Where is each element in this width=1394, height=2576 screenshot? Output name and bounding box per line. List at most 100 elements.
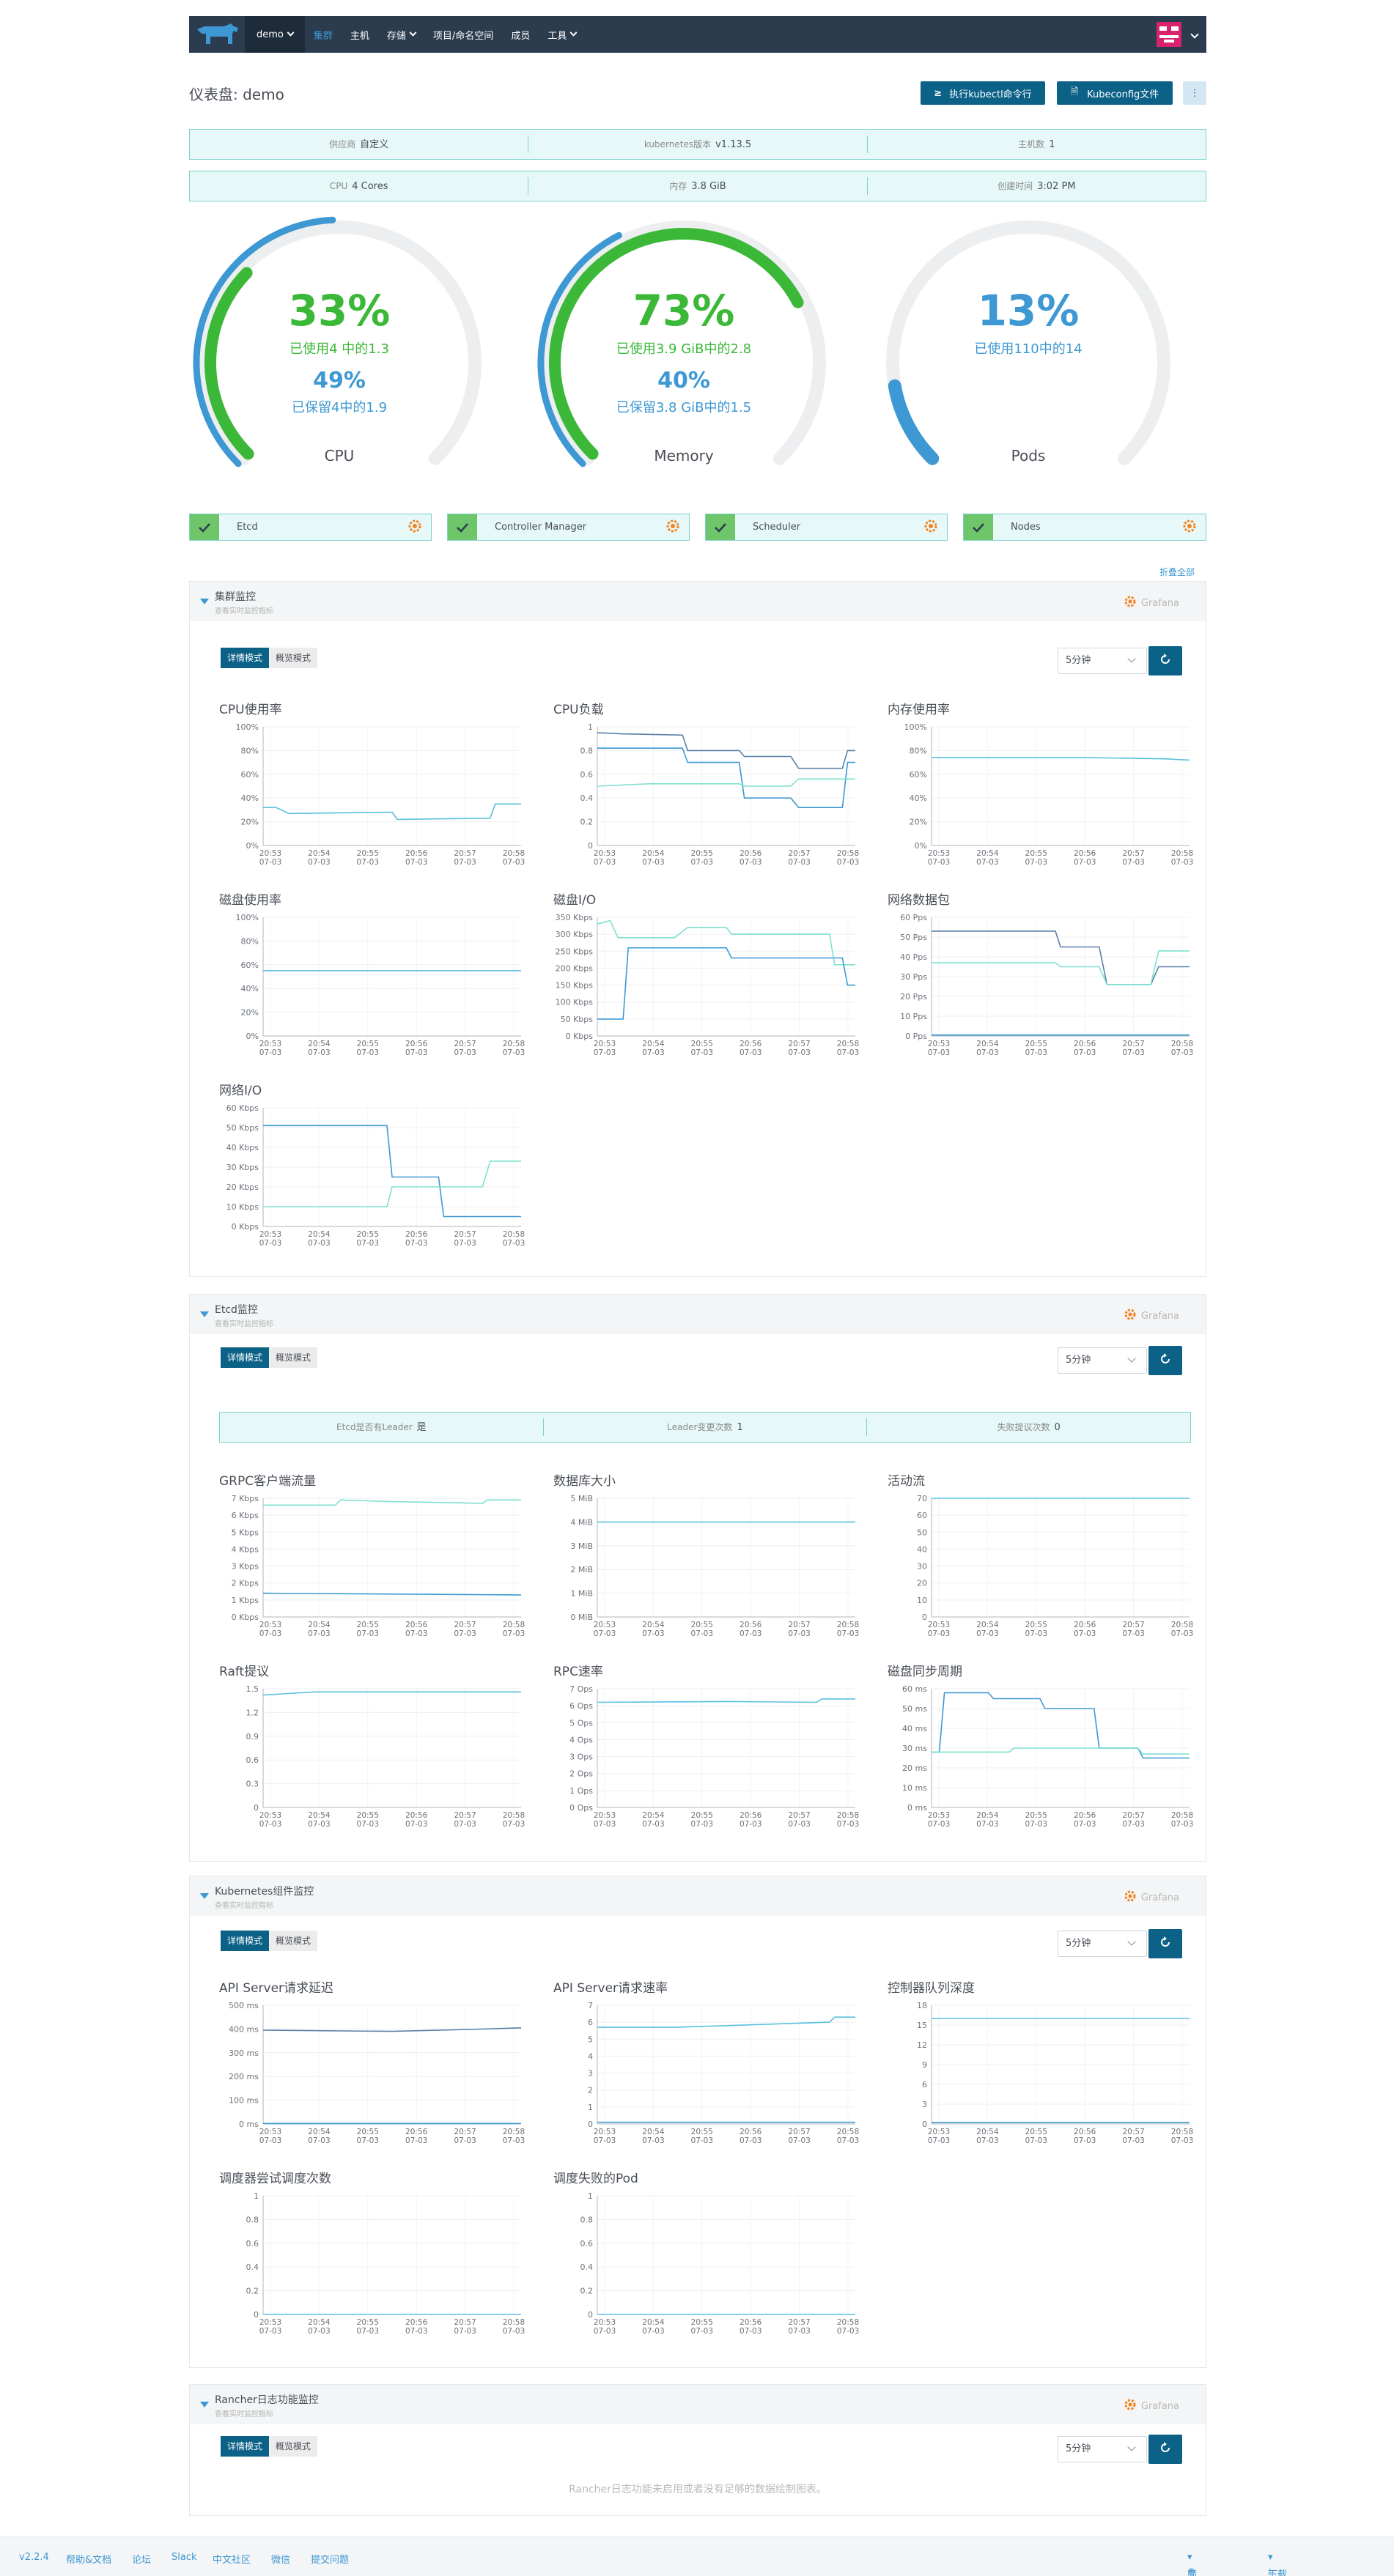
detail-mode-button[interactable]: 详情模式	[221, 1347, 270, 1368]
chart-title: GRPC客户端流量	[219, 1474, 317, 1489]
x-tick-label: 07-03	[788, 1629, 811, 1638]
interval-select[interactable]: 5分钟	[1058, 1347, 1147, 1374]
nav-projects[interactable]: 项目/命名空间	[432, 30, 494, 42]
rancher-logo-icon[interactable]	[189, 16, 245, 53]
x-tick-label: 07-03	[503, 2136, 525, 2145]
nav-storage[interactable]: 存储	[378, 16, 424, 53]
x-tick-label: 07-03	[1074, 1629, 1096, 1638]
collapse-icon[interactable]	[200, 1893, 209, 1899]
refresh-button[interactable]	[1148, 646, 1182, 676]
footer-link-issue[interactable]: 提交问题	[311, 2555, 350, 2566]
kubectl-button[interactable]: ≥ 执行kubectl命令行	[921, 81, 1045, 105]
section-header[interactable]: Etcd监控 查看实时监控指标 Grafana	[190, 1295, 1206, 1334]
overview-mode-button[interactable]: 概览模式	[269, 2436, 318, 2457]
chart-title: 活动流	[888, 1474, 925, 1489]
refresh-button[interactable]	[1148, 1929, 1182, 1958]
x-tick-label: 20:56	[740, 2128, 762, 2136]
detail-mode-button[interactable]: 详情模式	[221, 1931, 270, 1951]
grafana-link[interactable]: Grafana	[1124, 2398, 1179, 2414]
collapse-icon[interactable]	[200, 599, 209, 604]
y-tick-label: 5 MiB	[570, 1494, 593, 1503]
x-tick-label: 20:58	[503, 1811, 525, 1820]
y-tick-label: 4	[588, 2051, 593, 2061]
interval-select[interactable]: 5分钟	[1058, 1931, 1147, 1957]
x-tick-label: 07-03	[405, 2327, 428, 2336]
detail-mode-button[interactable]: 详情模式	[221, 648, 270, 668]
y-tick-label: 1 MiB	[570, 1589, 593, 1599]
y-tick-label: 2 MiB	[570, 1565, 593, 1574]
grafana-link[interactable]: Grafana	[1124, 595, 1179, 611]
etcd-failed-proposals: 失败提议次数 0	[997, 1422, 1061, 1433]
interval-select[interactable]: 5分钟	[1058, 648, 1147, 674]
refresh-button[interactable]	[1148, 1346, 1182, 1375]
chart-cpu-load: CPU负载 1 0.8 0.6 0.4 0.2 0 20:53 07-03 20:54 07-03 2…	[553, 699, 861, 882]
detail-mode-button[interactable]: 详情模式	[221, 2436, 270, 2457]
overview-mode-button[interactable]: 概览模式	[269, 1931, 318, 1951]
x-tick-label: 07-03	[928, 1820, 951, 1829]
info-node-count: 主机数 1	[1018, 139, 1055, 150]
y-tick-label: 2 Ops	[569, 1769, 593, 1779]
y-tick-label: 6 Kbps	[232, 1511, 259, 1520]
refresh-button[interactable]	[1148, 2435, 1182, 2464]
grafana-icon[interactable]	[407, 519, 422, 536]
grafana-icon[interactable]	[1182, 519, 1197, 536]
x-tick-label: 07-03	[1122, 858, 1145, 867]
more-actions-button[interactable]: ⋮	[1183, 81, 1206, 105]
grafana-link[interactable]: Grafana	[1124, 1308, 1179, 1324]
x-tick-label: 20:54	[308, 2318, 331, 2327]
footer-link-community[interactable]: 中文社区	[213, 2555, 251, 2566]
version-link[interactable]: v2.2.4	[19, 2552, 49, 2563]
nav-cluster[interactable]: 集群	[313, 30, 333, 42]
section-header[interactable]: 集群监控 查看实时监控指标 Grafana	[190, 582, 1206, 621]
language-select[interactable]: ⊕ 简体中文 ▾	[1187, 2552, 1198, 2576]
x-tick-label: 20:53	[259, 1621, 281, 1629]
collapse-icon[interactable]	[200, 2402, 209, 2407]
download-cli-link[interactable]: ⤓ 下载Rancher CLI ▾	[1268, 2552, 1288, 2576]
footer-link-forum[interactable]: 论坛	[132, 2555, 152, 2566]
y-tick-label: 80%	[241, 936, 259, 946]
section-header[interactable]: Rancher日志功能监控 查看实时监控指标 Grafana	[190, 2385, 1206, 2424]
etcd-stats-bar: Etcd是否有Leader 是 Leader变更次数 1 失败提议次数 0	[219, 1412, 1191, 1443]
chart-apiserver-latency: API Server请求延迟 500 ms 400 ms 300 ms 200 ms 10…	[219, 1977, 527, 2161]
user-menu[interactable]	[1157, 22, 1199, 47]
mode-toggle: 详情模式 概览模式	[221, 2436, 318, 2457]
collapse-icon[interactable]	[200, 1311, 209, 1317]
chart-title: 网络数据包	[888, 893, 950, 908]
interval-select[interactable]: 5分钟	[1058, 2436, 1147, 2462]
gauge-used-arc	[549, 228, 804, 460]
x-tick-label: 20:54	[642, 1621, 665, 1629]
grafana-icon[interactable]	[923, 519, 938, 536]
kubeconfig-button[interactable]: 🗎 Kubeconfig文件	[1057, 81, 1173, 105]
nav-members[interactable]: 成员	[511, 30, 531, 42]
overview-mode-button[interactable]: 概览模式	[269, 1347, 318, 1368]
y-tick-label: 150 Kbps	[556, 981, 594, 991]
y-tick-label: 60%	[241, 961, 259, 970]
x-tick-label: 07-03	[976, 2136, 999, 2145]
x-tick-label: 07-03	[308, 858, 331, 867]
y-tick-label: 70	[917, 1494, 927, 1503]
y-tick-label: 250 Kbps	[556, 947, 594, 956]
y-tick-label: 12	[917, 2040, 927, 2050]
component-controller-manager: Controller Manager	[447, 514, 690, 541]
overview-mode-button[interactable]: 概览模式	[269, 648, 318, 668]
footer-link-wechat[interactable]: 微信	[271, 2555, 291, 2566]
x-tick-label: 20:56	[405, 1811, 428, 1820]
grafana-link[interactable]: Grafana	[1124, 1890, 1179, 1906]
x-tick-label: 07-03	[1025, 1048, 1048, 1057]
chart-cpu-usage: CPU使用率 100% 80% 60% 40% 20% 0% 20:53 07-03 20:54 0…	[219, 699, 527, 882]
y-tick-label: 30 Pps	[900, 972, 927, 982]
collapse-all-link[interactable]: 折叠全部	[1159, 567, 1195, 577]
grafana-icon[interactable]	[665, 519, 680, 536]
x-tick-label: 20:55	[357, 1811, 379, 1820]
chart-apiserver-rate: API Server请求速率 7 6 5 4 3 2 1 0 20:53 07-03 20:54 07-…	[553, 1977, 861, 2161]
x-tick-label: 20:56	[740, 1811, 762, 1820]
project-switcher[interactable]: demo	[245, 16, 305, 53]
y-tick-label: 20 ms	[902, 1763, 927, 1773]
footer-link-docs[interactable]: 帮助&文档	[66, 2555, 112, 2566]
section-header[interactable]: Kubernetes组件监控 查看实时监控指标 Grafana	[190, 1876, 1206, 1916]
nav-tools[interactable]: 工具	[539, 16, 585, 53]
x-tick-label: 07-03	[259, 2327, 282, 2336]
nav-nodes[interactable]: 主机	[350, 30, 369, 42]
footer-link-slack[interactable]: Slack	[172, 2552, 197, 2563]
series-line	[597, 778, 855, 787]
